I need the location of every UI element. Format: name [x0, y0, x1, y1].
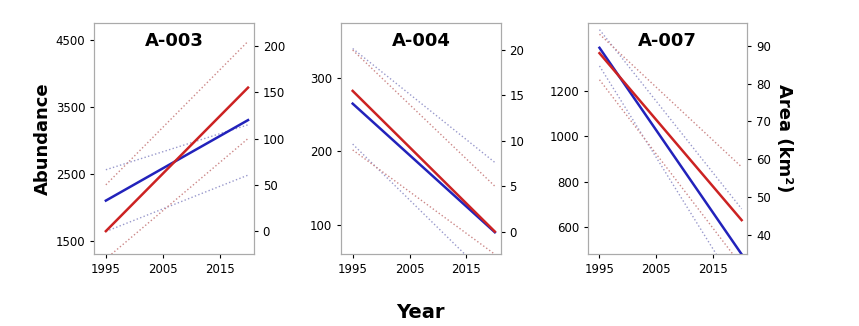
Text: Year: Year [397, 304, 445, 322]
Text: A-004: A-004 [392, 32, 450, 50]
Text: A-003: A-003 [144, 32, 204, 50]
Y-axis label: Area (km²): Area (km²) [776, 84, 794, 193]
Y-axis label: Abundance: Abundance [34, 82, 52, 195]
Text: A-007: A-007 [638, 32, 698, 50]
